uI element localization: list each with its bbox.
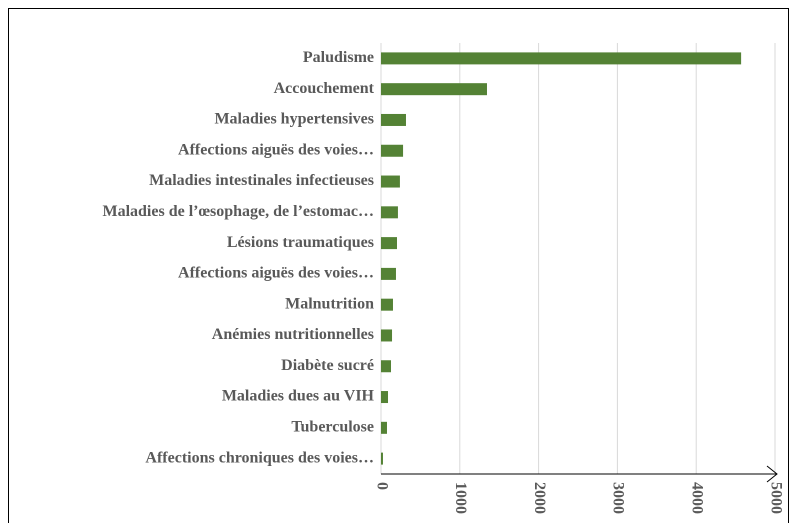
bar <box>381 237 397 250</box>
x-tick-label: 0 <box>373 482 390 490</box>
x-tick-label: 4000 <box>689 482 706 514</box>
bar <box>381 52 742 65</box>
y-tick-label: Affections aiguës des voies… <box>178 265 374 282</box>
bar <box>381 267 396 280</box>
bar <box>381 298 393 311</box>
x-tick-label: 5000 <box>767 482 784 514</box>
bar <box>381 360 392 373</box>
bar <box>381 144 404 157</box>
y-tick-label: Tuberculose <box>291 418 374 435</box>
bar <box>381 452 383 465</box>
y-tick-label: Maladies hypertensives <box>214 111 374 128</box>
y-tick-label: Affections chroniques des voies… <box>145 449 374 466</box>
y-tick-label: Malnutrition <box>285 295 374 312</box>
bar <box>381 391 389 404</box>
x-tick-label: 1000 <box>452 482 469 514</box>
bar <box>381 421 387 434</box>
y-tick-label: Paludisme <box>303 49 374 66</box>
y-tick-label: Maladies intestinales infectieuses <box>149 172 374 189</box>
y-tick-label: Accouchement <box>274 80 375 97</box>
x-tick-label: 3000 <box>610 482 627 514</box>
bar <box>381 83 487 96</box>
y-tick-label: Lésions traumatiques <box>227 234 374 251</box>
bar <box>381 206 398 219</box>
bar <box>381 175 400 188</box>
y-tick-label: Affections aiguës des voies… <box>178 141 374 158</box>
bar <box>381 329 393 342</box>
y-tick-label: Anémies nutritionnelles <box>212 326 374 343</box>
y-tick-label: Maladies dues au VIH <box>222 388 375 405</box>
axis-arrow <box>766 465 778 483</box>
y-tick-label: Maladies de l’œsophage, de l’estomac… <box>102 203 374 220</box>
bar <box>381 113 406 126</box>
y-tick-label: Diabète sucré <box>281 357 374 374</box>
chart-frame <box>8 8 789 523</box>
x-tick-label: 2000 <box>531 482 548 514</box>
